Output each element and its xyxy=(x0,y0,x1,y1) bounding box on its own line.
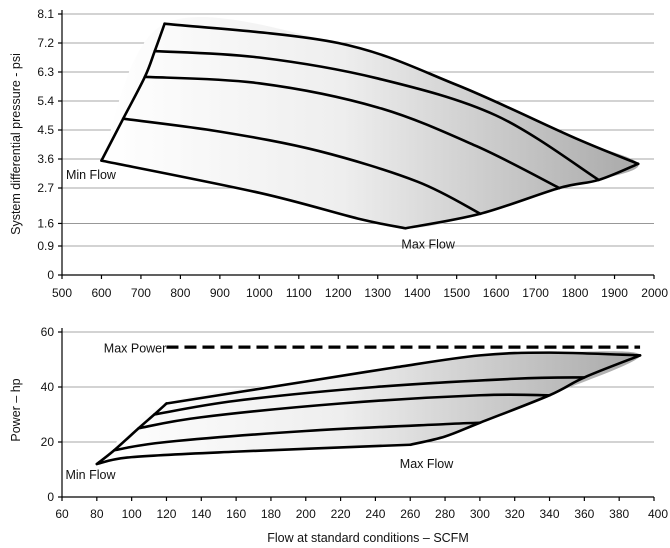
annotation-label: Min Flow xyxy=(66,168,117,182)
series-line xyxy=(153,49,601,182)
power-chart: 0 20 40 60 60 80 100 120 140 160 180 200 220 240 260 28… xyxy=(9,325,668,545)
x-tick-label: 1700 xyxy=(522,286,549,300)
y-tick-label: 3.6 xyxy=(37,152,54,166)
x-tick-label: 1000 xyxy=(246,286,273,300)
x-tick-label: 1200 xyxy=(325,286,352,300)
x-tick-label: 240 xyxy=(365,507,385,521)
y-tick-label: 60 xyxy=(41,325,55,339)
x-tick-label: 1800 xyxy=(562,286,589,300)
x-tick-label: 180 xyxy=(261,507,281,521)
y-tick-label: 1.6 xyxy=(37,216,54,230)
x-tick-label: 220 xyxy=(331,507,351,521)
x-tick-label: 1900 xyxy=(601,286,628,300)
operating-envelope-fill xyxy=(101,16,639,229)
x-tick-label: 1300 xyxy=(364,286,391,300)
x-tick-label: 120 xyxy=(156,507,176,521)
y-tick-label: 4.5 xyxy=(37,123,54,137)
x-tick-label: 1400 xyxy=(404,286,431,300)
x-tick-label: 360 xyxy=(574,507,594,521)
x-tick-label: 300 xyxy=(470,507,490,521)
y-tick-label: 8.1 xyxy=(37,7,54,21)
y-tick-label: 2.7 xyxy=(37,181,54,195)
x-tick-label: 700 xyxy=(131,286,151,300)
y-axis-label: Power – hp xyxy=(9,378,23,441)
x-tick-label: 600 xyxy=(91,286,111,300)
x-tick-label: 800 xyxy=(170,286,190,300)
x-tick-label: 60 xyxy=(55,507,69,521)
series-line xyxy=(121,117,482,216)
x-tick-label: 100 xyxy=(122,507,142,521)
y-tick-label: 40 xyxy=(41,380,55,394)
x-tick-label: 1100 xyxy=(286,286,312,300)
annotation-label: Max Power xyxy=(104,342,167,356)
series-line xyxy=(404,162,640,230)
x-tick-label: 1500 xyxy=(443,286,470,300)
series-line xyxy=(137,393,551,430)
series-line xyxy=(408,354,642,447)
x-tick-label: 140 xyxy=(191,507,211,521)
x-tick-label: 160 xyxy=(226,507,246,521)
y-tick-label: 7.2 xyxy=(37,36,54,50)
x-tick-label: 280 xyxy=(435,507,455,521)
x-tick-label: 340 xyxy=(540,507,560,521)
series-line xyxy=(100,22,166,162)
y-tick-label: 0 xyxy=(47,268,54,282)
series-line xyxy=(95,402,168,466)
y-tick-label: 6.3 xyxy=(37,65,54,79)
x-tick-label: 80 xyxy=(90,507,104,521)
series-line xyxy=(95,443,412,466)
y-axis-label: System differential pressure - psi xyxy=(9,53,23,235)
x-tick-label: 260 xyxy=(400,507,420,521)
series-line xyxy=(112,421,482,452)
x-tick-label: 400 xyxy=(648,507,668,521)
x-axis-label: Flow at standard conditions – SCFM xyxy=(267,531,468,545)
y-tick-label: 5.4 xyxy=(37,94,54,108)
x-tick-label: 200 xyxy=(296,507,316,521)
x-tick-label: 320 xyxy=(505,507,525,521)
x-tick-label: 900 xyxy=(210,286,230,300)
y-tick-label: 0.9 xyxy=(37,239,54,253)
series-line xyxy=(163,22,640,166)
series-line xyxy=(152,376,586,416)
x-tick-label: 500 xyxy=(52,286,72,300)
y-tick-label: 20 xyxy=(41,435,55,449)
x-tick-label: 1600 xyxy=(483,286,510,300)
series-line xyxy=(143,75,561,190)
pressure-chart: 0 0.9 1.6 2.7 3.6 4.5 5.4 6.3 7.2 8.1 500 600 700 800… xyxy=(9,7,668,300)
series-line xyxy=(100,159,407,230)
annotation-label: Min Flow xyxy=(65,468,116,482)
x-tick-label: 380 xyxy=(609,507,629,521)
x-tick-label: 2000 xyxy=(641,286,668,300)
series-line xyxy=(165,351,642,405)
annotation-label: Max Flow xyxy=(401,237,455,251)
y-tick-label: 0 xyxy=(47,490,54,504)
annotation-label: Max Flow xyxy=(400,457,454,471)
